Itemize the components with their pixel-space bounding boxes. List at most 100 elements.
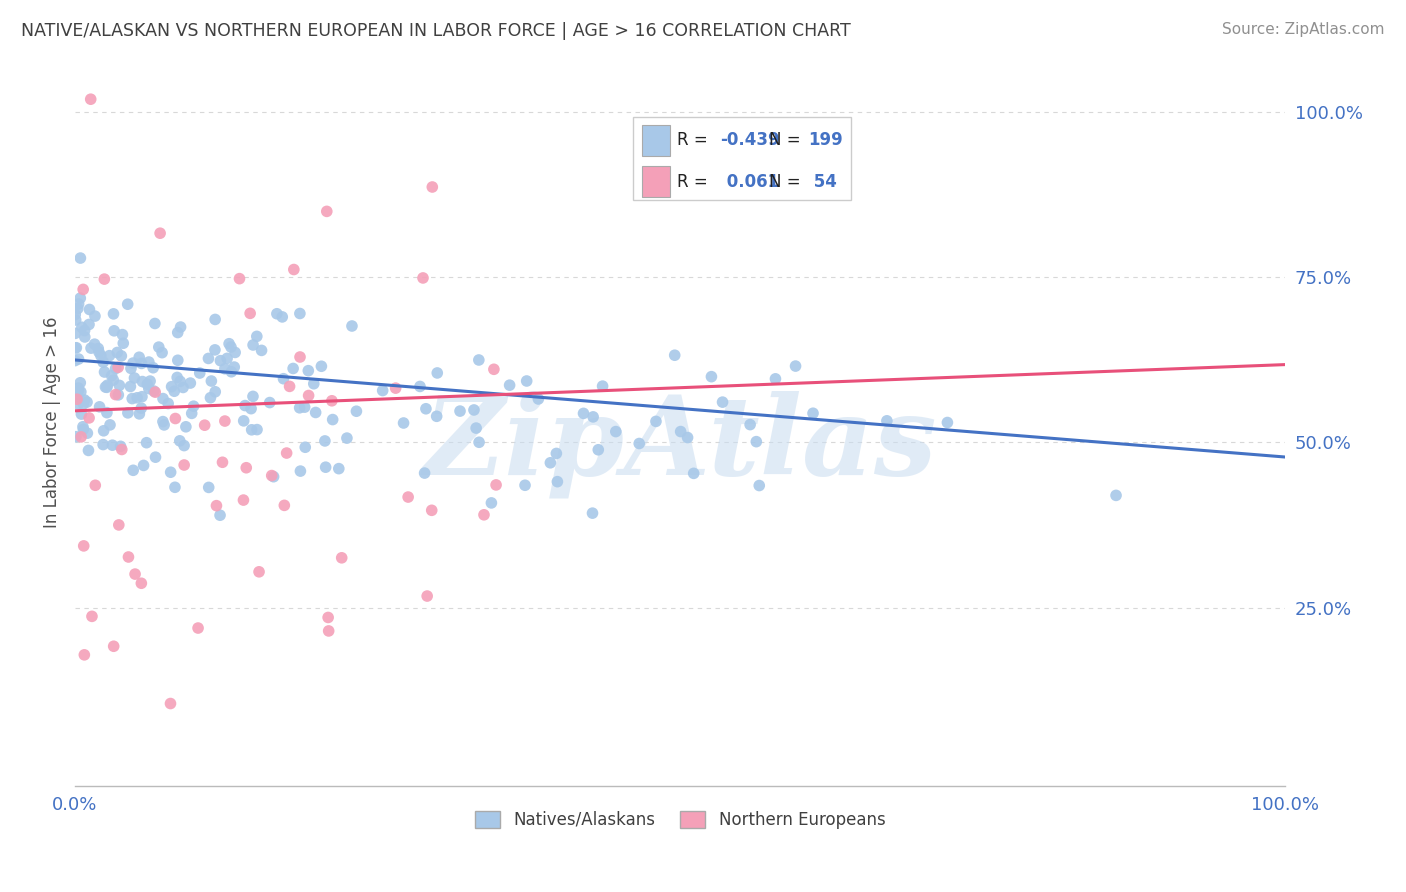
- Point: [396, 490, 419, 504]
- Point: [63, 326, 86, 341]
- Point: [1105, 488, 1128, 502]
- Point: [204, 384, 226, 399]
- Point: [104, 387, 127, 401]
- Point: [122, 356, 145, 370]
- Point: [110, 439, 132, 453]
- Point: [143, 385, 166, 400]
- Point: [392, 416, 415, 430]
- Point: [169, 320, 191, 334]
- Point: [527, 392, 550, 406]
- Point: [131, 576, 153, 591]
- Point: [70, 320, 93, 334]
- Point: [183, 399, 205, 413]
- Point: [173, 458, 195, 472]
- Point: [96, 378, 118, 392]
- Point: [132, 458, 155, 473]
- Point: [157, 396, 180, 410]
- Point: [131, 356, 153, 370]
- Point: [103, 324, 125, 338]
- Point: [83, 337, 105, 351]
- Point: [273, 372, 295, 386]
- Point: [108, 517, 131, 532]
- Point: [120, 379, 142, 393]
- Point: [188, 366, 211, 380]
- Point: [468, 353, 491, 368]
- Point: [69, 291, 91, 305]
- Point: [111, 442, 134, 457]
- Point: [259, 395, 281, 409]
- Point: [311, 359, 333, 374]
- Point: [266, 307, 288, 321]
- Point: [200, 391, 222, 405]
- Point: [105, 345, 128, 359]
- Point: [204, 343, 226, 357]
- Text: ZipAtlas: ZipAtlas: [423, 391, 936, 499]
- Point: [211, 455, 233, 469]
- Point: [131, 390, 153, 404]
- Point: [163, 480, 186, 494]
- Point: [628, 436, 651, 450]
- Point: [66, 301, 89, 316]
- Point: [72, 419, 94, 434]
- Point: [218, 336, 240, 351]
- Point: [166, 370, 188, 384]
- Point: [69, 251, 91, 265]
- Point: [538, 456, 561, 470]
- Point: [187, 621, 209, 635]
- Point: [98, 417, 121, 432]
- Point: [228, 271, 250, 285]
- Text: N =: N =: [769, 173, 806, 191]
- Point: [138, 382, 160, 396]
- Point: [159, 697, 181, 711]
- Point: [103, 373, 125, 387]
- Point: [664, 348, 686, 362]
- Point: [148, 340, 170, 354]
- Point: [117, 549, 139, 564]
- Point: [65, 313, 87, 327]
- Point: [197, 351, 219, 366]
- Point: [89, 400, 111, 414]
- Y-axis label: In Labor Force | Age > 16: In Labor Force | Age > 16: [44, 317, 60, 528]
- Point: [316, 610, 339, 624]
- Point: [263, 469, 285, 483]
- Point: [108, 378, 131, 392]
- Point: [485, 478, 508, 492]
- Point: [80, 92, 103, 106]
- Point: [77, 443, 100, 458]
- Point: [96, 406, 118, 420]
- Point: [288, 306, 311, 320]
- Point: [482, 362, 505, 376]
- Point: [166, 326, 188, 340]
- Point: [278, 379, 301, 393]
- Point: [235, 460, 257, 475]
- Point: [344, 404, 367, 418]
- Point: [498, 378, 520, 392]
- Point: [66, 392, 89, 407]
- Point: [91, 437, 114, 451]
- Point: [283, 262, 305, 277]
- Point: [136, 377, 159, 392]
- Point: [96, 380, 118, 394]
- Point: [117, 406, 139, 420]
- Point: [93, 365, 115, 379]
- Point: [149, 226, 172, 240]
- Point: [273, 499, 295, 513]
- Point: [179, 376, 201, 390]
- Point: [676, 431, 699, 445]
- Point: [142, 360, 165, 375]
- Point: [121, 392, 143, 406]
- Point: [117, 297, 139, 311]
- Point: [240, 423, 263, 437]
- Point: [481, 496, 503, 510]
- Point: [138, 355, 160, 369]
- Point: [426, 366, 449, 380]
- Point: [592, 379, 614, 393]
- Point: [322, 412, 344, 426]
- Point: [605, 425, 627, 439]
- Point: [197, 480, 219, 494]
- Point: [801, 406, 824, 420]
- Point: [131, 375, 153, 389]
- Point: [472, 508, 495, 522]
- Point: [765, 372, 787, 386]
- Point: [420, 503, 443, 517]
